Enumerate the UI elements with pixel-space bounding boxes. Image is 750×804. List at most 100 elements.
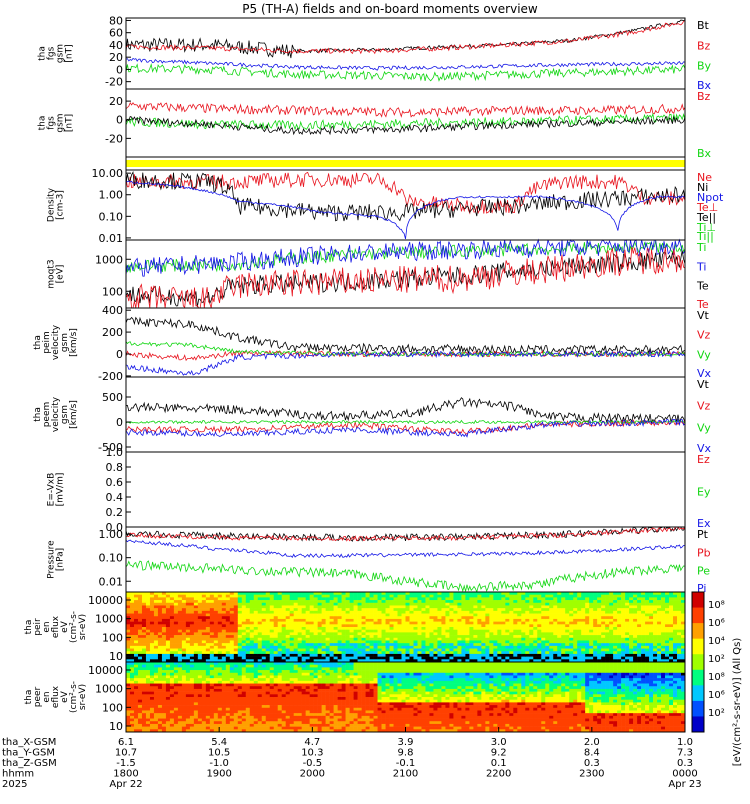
- heatmap-cell: [398, 635, 402, 638]
- heatmap-cell: [218, 595, 222, 598]
- heatmap-cell: [601, 619, 605, 622]
- heatmap-cell: [194, 597, 198, 600]
- heatmap-cell: [501, 654, 505, 657]
- heatmap-cell: [170, 684, 174, 687]
- heatmap-cell: [138, 673, 142, 676]
- heatmap-cell: [178, 643, 182, 646]
- heatmap-cell: [597, 608, 601, 611]
- heatmap-cell: [673, 627, 677, 630]
- heatmap-cell: [449, 635, 453, 638]
- heatmap-cell: [461, 619, 465, 622]
- heatmap-cell: [338, 638, 342, 641]
- heatmap-cell: [517, 651, 521, 654]
- heatmap-cell: [254, 721, 258, 724]
- heatmap-cell: [154, 713, 158, 716]
- heatmap-cell: [593, 627, 597, 630]
- heatmap-cell: [661, 614, 665, 617]
- heatmap-cell: [589, 654, 593, 657]
- heatmap-cell: [170, 670, 174, 673]
- heatmap-cell: [222, 597, 226, 600]
- heatmap-cell: [629, 622, 633, 625]
- heatmap-cell: [246, 686, 250, 689]
- heatmap-cell: [302, 721, 306, 724]
- heatmap-cell: [378, 597, 382, 600]
- heatmap-cell: [641, 614, 645, 617]
- heatmap-cell: [130, 640, 134, 643]
- heatmap-cell: [242, 643, 246, 646]
- heatmap-cell: [493, 640, 497, 643]
- heatmap-cell: [378, 616, 382, 619]
- heatmap-cell: [445, 616, 449, 619]
- heatmap-cell: [585, 630, 589, 633]
- heatmap-cell: [250, 614, 254, 617]
- heatmap-cell: [234, 686, 238, 689]
- heatmap-cell: [230, 702, 234, 705]
- heatmap-cell: [258, 670, 262, 673]
- heatmap-cell: [398, 619, 402, 622]
- heatmap-cell: [521, 643, 525, 646]
- heatmap-cell: [150, 657, 154, 660]
- heatmap-cell: [330, 630, 334, 633]
- heatmap-cell: [509, 632, 513, 635]
- heatmap-cell: [406, 611, 410, 614]
- heatmap-cell: [206, 694, 210, 697]
- heatmap-cell: [657, 600, 661, 603]
- heatmap-cell: [561, 657, 565, 660]
- heatmap-cell: [609, 611, 613, 614]
- heatmap-cell: [278, 681, 282, 684]
- heatmap-cell: [617, 643, 621, 646]
- heatmap-cell: [417, 619, 421, 622]
- heatmap-cell: [302, 622, 306, 625]
- heatmap-cell: [342, 608, 346, 611]
- heatmap-cell: [481, 635, 485, 638]
- heatmap-cell: [402, 643, 406, 646]
- heatmap-cell: [669, 605, 673, 608]
- heatmap-cell: [322, 624, 326, 627]
- heatmap-cell: [262, 638, 266, 641]
- heatmap-cell: [182, 721, 186, 724]
- heatmap-cell: [254, 670, 258, 673]
- heatmap-cell: [338, 651, 342, 654]
- heatmap-cell: [214, 654, 218, 657]
- heatmap-cell: [677, 624, 681, 627]
- heatmap-cell: [489, 640, 493, 643]
- heatmap-cell: [409, 624, 413, 627]
- heatmap-cell: [238, 667, 242, 670]
- heatmap-cell: [226, 635, 230, 638]
- heatmap-cell: [461, 649, 465, 652]
- heatmap-cell: [170, 632, 174, 635]
- heatmap-cell: [242, 710, 246, 713]
- heatmap-cell: [218, 627, 222, 630]
- heatmap-cell: [134, 694, 138, 697]
- heatmap-cell: [409, 649, 413, 652]
- heatmap-cell: [517, 616, 521, 619]
- heatmap-cell: [234, 675, 238, 678]
- heatmap-cell: [130, 678, 134, 681]
- heatmap-cell: [509, 608, 513, 611]
- heatmap-cell: [465, 603, 469, 606]
- heatmap-cell: [222, 627, 226, 630]
- heatmap-cell: [541, 597, 545, 600]
- heatmap-cell: [625, 649, 629, 652]
- heatmap-cell: [613, 640, 617, 643]
- heatmap-cell: [437, 657, 441, 660]
- heatmap-cell: [645, 605, 649, 608]
- heatmap-cell: [146, 630, 150, 633]
- heatmap-cell: [545, 616, 549, 619]
- heatmap-cell: [198, 603, 202, 606]
- heatmap-cell: [222, 716, 226, 719]
- heatmap-cell: [665, 657, 669, 660]
- heatmap-cell: [266, 657, 270, 660]
- heatmap-cell: [258, 651, 262, 654]
- series-line-Ni-3: [126, 172, 685, 221]
- heatmap-cell: [270, 597, 274, 600]
- heatmap-cell: [166, 719, 170, 722]
- heatmap-cell: [334, 651, 338, 654]
- heatmap-cell: [238, 684, 242, 687]
- heatmap-cell: [318, 646, 322, 649]
- heatmap-cell: [282, 614, 286, 617]
- heatmap-cell: [246, 694, 250, 697]
- heatmap-cell: [282, 632, 286, 635]
- heatmap-cell: [186, 651, 190, 654]
- heatmap-cell: [597, 643, 601, 646]
